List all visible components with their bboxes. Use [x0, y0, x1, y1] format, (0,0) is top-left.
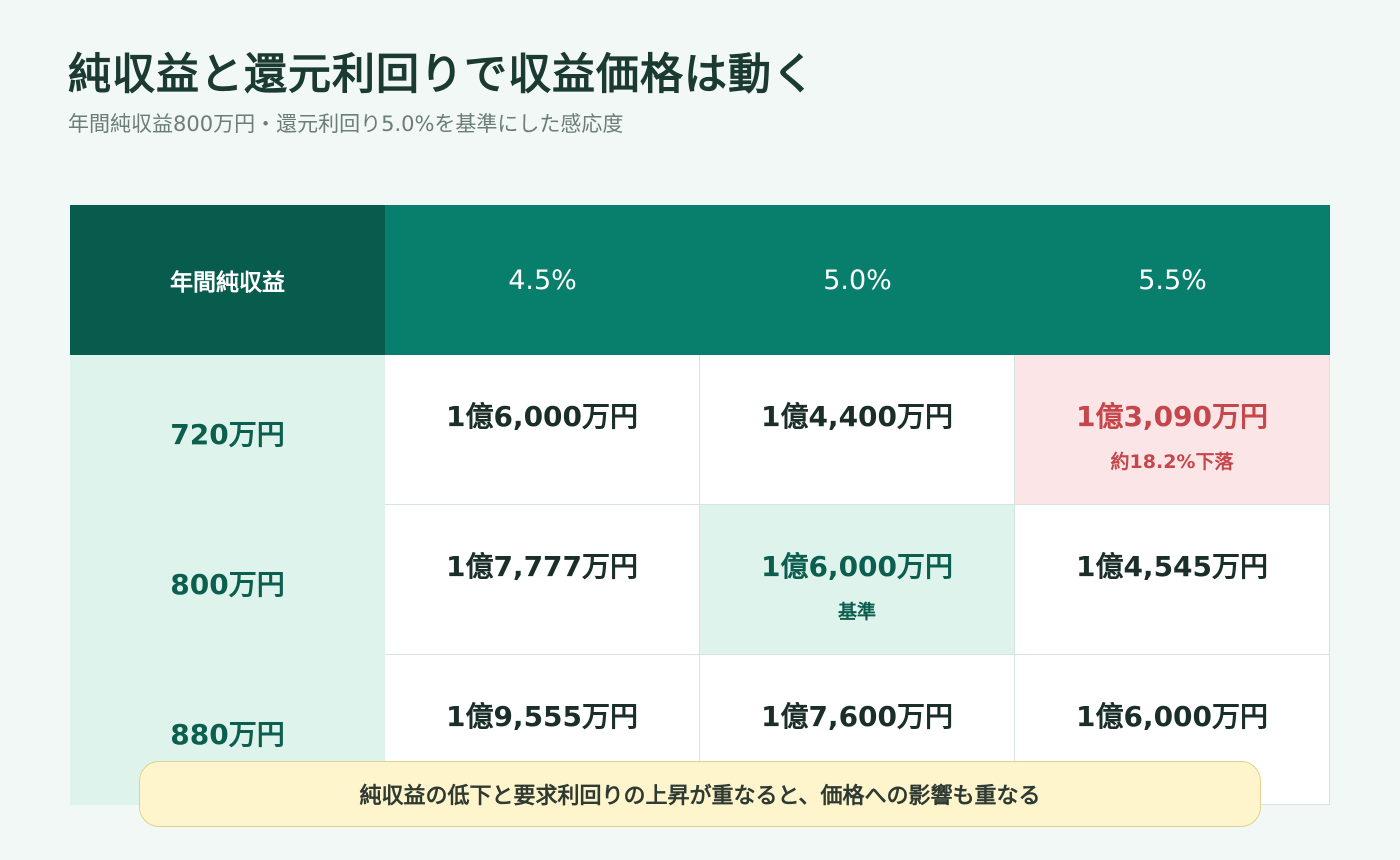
decline-note: 約18.2%下落	[1110, 451, 1234, 473]
cell-value: 1億6,000万円	[760, 550, 954, 583]
cell-value: 1億7,777万円	[445, 550, 639, 583]
cell-value: 1億4,400万円	[760, 400, 954, 433]
column-header-4-5: 4.5%	[385, 205, 700, 355]
column-header-5-5: 5.5%	[1015, 205, 1330, 355]
row-header-720: 720万円	[70, 355, 385, 505]
page-title: 純収益と還元利回りで収益価格は動く	[68, 50, 816, 100]
cell-value: 1億6,000万円	[445, 400, 639, 433]
table-cell: 1億4,545万円	[1015, 505, 1330, 655]
sensitivity-table: 年間純収益 4.5% 5.0% 5.5% 720万円 1億6,000万円 1億4…	[70, 205, 1330, 805]
column-header-5-0: 5.0%	[700, 205, 1015, 355]
table-cell-base: 1億6,000万円 基準	[700, 505, 1015, 655]
table-cell: 1億6,000万円	[385, 355, 700, 505]
cell-value: 1億4,545万円	[1075, 550, 1269, 583]
row-header-800: 800万円	[70, 505, 385, 655]
table-cell-decline: 1億3,090万円 約18.2%下落	[1015, 355, 1330, 505]
cell-value: 1億7,600万円	[760, 700, 954, 733]
corner-header: 年間純収益	[70, 205, 385, 355]
cell-value: 1億9,555万円	[445, 700, 639, 733]
row-header-label: 800万円	[170, 568, 285, 601]
row-header-label: 880万円	[170, 718, 285, 751]
row-header-label: 720万円	[170, 418, 285, 451]
page-subtitle: 年間純収益800万円・還元利回り5.0%を基準にした感応度	[68, 112, 624, 136]
cell-value: 1億6,000万円	[1075, 700, 1269, 733]
cell-value: 1億3,090万円	[1075, 400, 1269, 433]
table-cell: 1億4,400万円	[700, 355, 1015, 505]
callout-banner: 純収益の低下と要求利回りの上昇が重なると、価格への影響も重なる	[139, 761, 1261, 827]
base-note: 基準	[837, 601, 876, 623]
table-cell: 1億7,777万円	[385, 505, 700, 655]
